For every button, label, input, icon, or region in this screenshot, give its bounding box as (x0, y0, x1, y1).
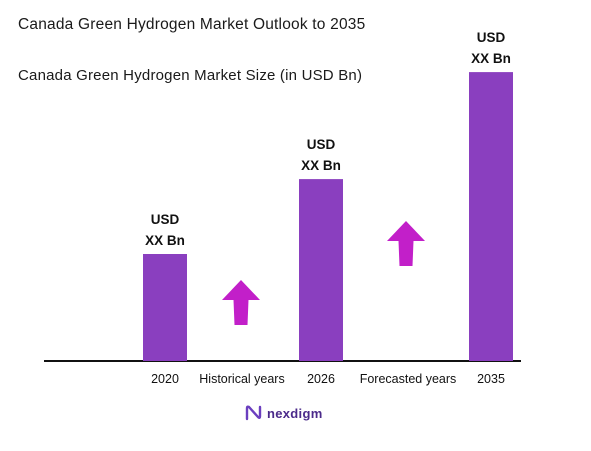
x-tick-label: 2035 (477, 372, 505, 386)
chart-subtitle: Canada Green Hydrogen Market Size (in US… (18, 67, 363, 84)
bar-2020 (143, 254, 187, 361)
bar-label-value: XX Bn (145, 233, 185, 248)
bar-label-value: XX Bn (301, 158, 341, 173)
bar-label-currency: USD (477, 30, 506, 45)
period-label: Historical years (199, 372, 284, 386)
period-label: Forecasted years (360, 372, 457, 386)
up-arrow-icon (387, 221, 425, 266)
bar-2026 (299, 179, 343, 361)
bar-2035 (469, 72, 513, 361)
bar-label-currency: USD (151, 212, 180, 227)
logo-text: nexdigm (267, 405, 323, 421)
nexdigm-logo-icon (245, 405, 262, 421)
page-title: Canada Green Hydrogen Market Outlook to … (18, 16, 366, 33)
nexdigm-logo: nexdigm (245, 404, 323, 422)
up-arrow-icon (222, 280, 260, 325)
x-tick-label: 2026 (307, 372, 335, 386)
bar-label-value: XX Bn (471, 51, 511, 66)
bar-label-currency: USD (307, 137, 336, 152)
x-tick-label: 2020 (151, 372, 179, 386)
